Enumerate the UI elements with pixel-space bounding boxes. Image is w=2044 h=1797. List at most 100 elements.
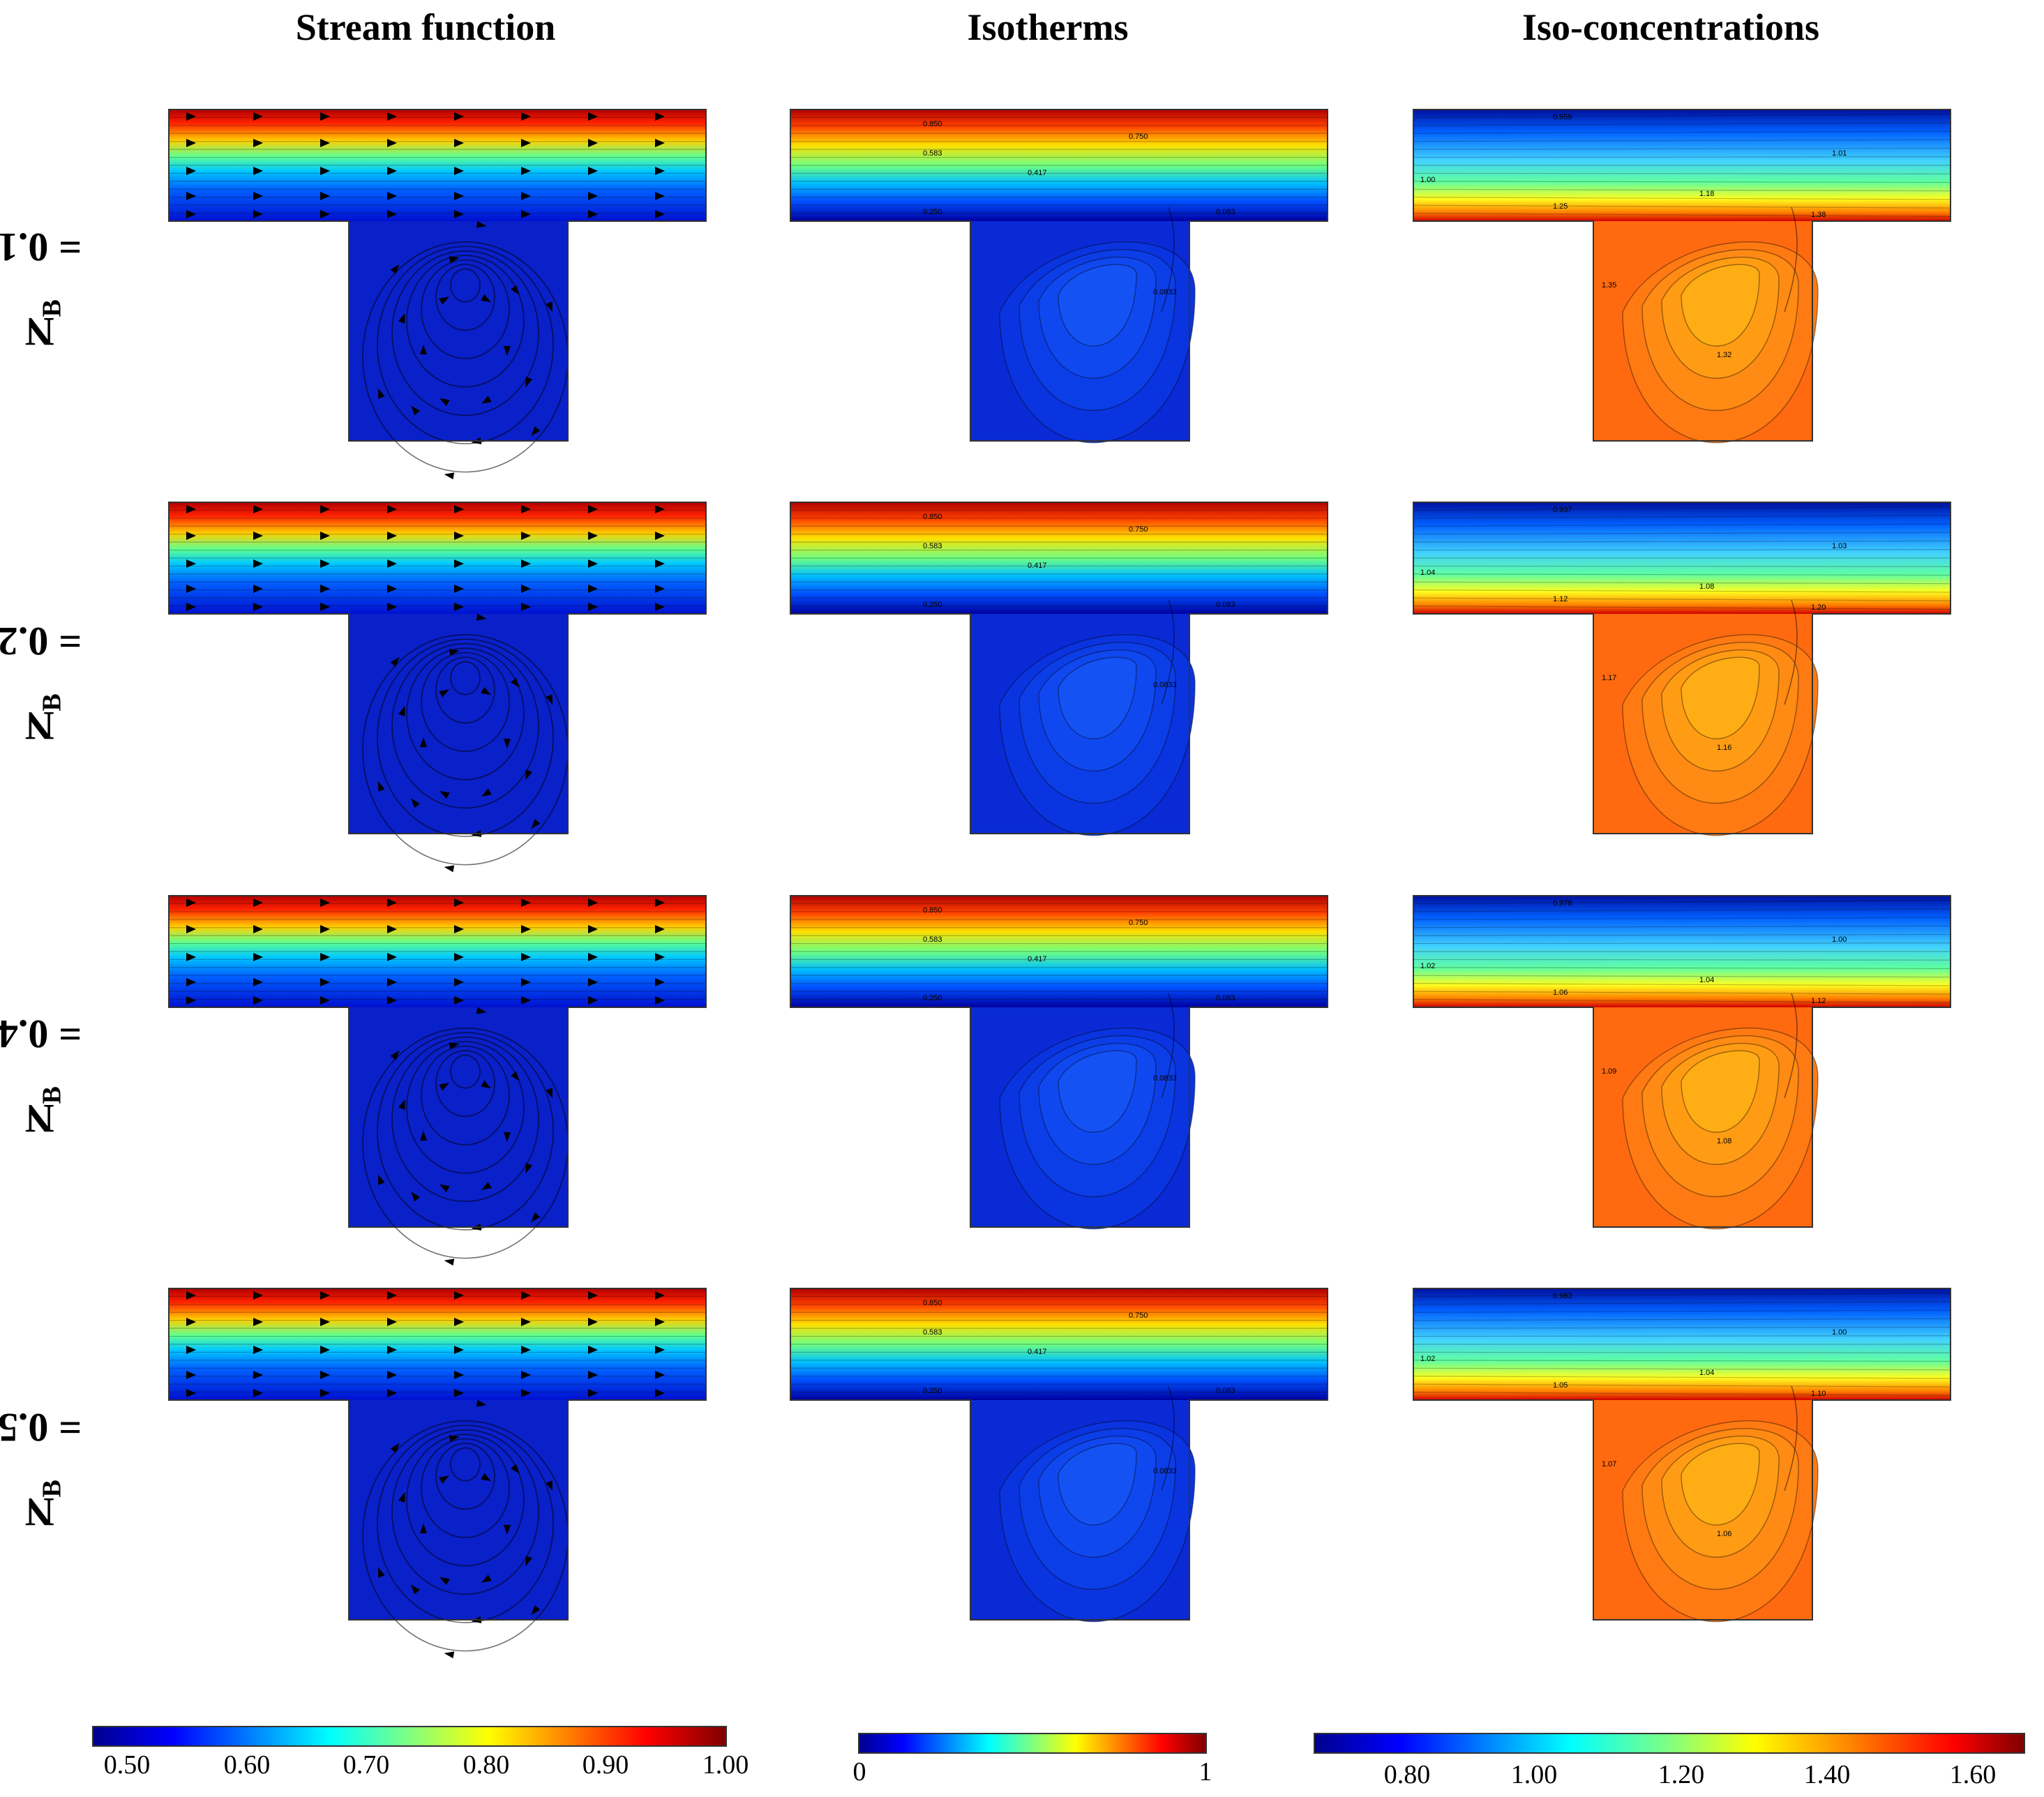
colorbar-stream-function: 0.50 0.60 0.70 0.80 0.90 1.00 — [92, 1726, 749, 1789]
streamline — [391, 1429, 539, 1595]
contour-line — [1413, 589, 1951, 593]
flow-arrow — [253, 585, 263, 593]
flow-arrow — [387, 1346, 397, 1354]
flow-arrow — [444, 1651, 455, 1659]
channel-region — [1413, 110, 1951, 221]
flow-arrow — [387, 112, 397, 121]
contour-value-label: 0.750 — [1129, 133, 1148, 141]
colorbar-tick: 0.70 — [343, 1750, 390, 1780]
contour-value-label: 0.250 — [923, 994, 942, 1002]
flow-arrow — [186, 1389, 196, 1397]
colorbar-tick: 1.00 — [1510, 1760, 1558, 1789]
contour-value-label: 0.0833 — [1153, 681, 1177, 689]
contour-line — [1413, 1309, 1951, 1313]
contour-value-label: 0.850 — [923, 906, 942, 915]
flow-arrow — [481, 1574, 492, 1583]
flow-arrow — [588, 585, 598, 593]
flow-arrow — [481, 1182, 492, 1190]
flow-arrow — [320, 139, 330, 147]
flow-arrow — [186, 953, 196, 961]
t-domain-outline — [1413, 1288, 1951, 1621]
contour-value-label: 0.417 — [1028, 562, 1047, 570]
contour-value-label: 1.17 — [1602, 674, 1616, 682]
flow-arrow — [588, 210, 598, 218]
flow-arrow — [387, 1371, 397, 1379]
flow-arrow — [655, 996, 665, 1005]
flow-arrow — [253, 1291, 263, 1300]
streamline — [421, 652, 510, 752]
flow-arrow — [655, 192, 665, 200]
flow-arrow — [521, 167, 531, 175]
flow-arrow — [454, 559, 464, 568]
flow-arrow — [454, 898, 464, 907]
flow-arrow — [454, 925, 464, 933]
row-label-nb-0-2: NB = 0.2 — [0, 618, 82, 749]
flow-arrow — [253, 139, 263, 147]
flow-arrow — [511, 677, 520, 688]
flow-arrow — [398, 313, 405, 324]
flow-arrow — [444, 865, 455, 873]
flow-arrow — [588, 1291, 598, 1300]
colorbar-tick: 1 — [1198, 1757, 1212, 1787]
flow-arrow — [521, 1371, 531, 1379]
contour-line — [1413, 156, 1951, 158]
flow-arrow — [320, 1389, 330, 1397]
flow-arrow — [320, 1318, 330, 1326]
flow-arrow — [439, 689, 449, 698]
flow-arrow — [387, 898, 397, 907]
contour-line — [1413, 917, 1951, 920]
flow-arrow — [588, 996, 598, 1005]
contour-value-label: 1.04 — [1420, 569, 1435, 577]
flow-arrow — [186, 1346, 196, 1354]
flow-arrow — [320, 559, 330, 568]
flow-arrow — [387, 1318, 397, 1326]
flow-arrow — [186, 1371, 196, 1379]
contour-value-label: 0.750 — [1129, 1311, 1148, 1320]
flow-arrow — [454, 978, 464, 986]
contour-value-label: 0.417 — [1028, 1348, 1047, 1356]
flow-arrow — [588, 532, 598, 540]
flow-arrow — [454, 532, 464, 540]
flow-arrow — [186, 603, 196, 611]
t-domain-outline — [168, 109, 707, 442]
channel-region — [1413, 1288, 1951, 1400]
flow-arrow — [253, 925, 263, 933]
contour-value-label: 1.08 — [1717, 1137, 1731, 1145]
flow-arrow — [454, 139, 464, 147]
flow-arrow — [411, 1584, 420, 1595]
flow-arrow — [449, 1435, 460, 1442]
streamline — [377, 1032, 554, 1231]
streamline — [450, 268, 481, 303]
colorbar-tick: 1.00 — [702, 1750, 749, 1780]
contour-value-label: 1.38 — [1811, 211, 1826, 219]
flow-arrow — [439, 1577, 450, 1586]
flow-arrow — [390, 1443, 400, 1453]
flow-arrow — [378, 1174, 385, 1185]
contour-line — [1413, 581, 1951, 585]
cavity-contour — [1681, 264, 1760, 347]
contour-line — [1413, 515, 1951, 519]
flow-arrow — [320, 532, 330, 540]
streamline — [406, 1434, 525, 1567]
flow-arrow — [525, 1556, 533, 1567]
flow-arrow — [253, 559, 263, 568]
stream-function-panel-row-3 — [168, 895, 707, 1266]
contour-line — [1413, 933, 1951, 936]
flow-arrow — [390, 264, 400, 274]
streamline — [406, 1041, 525, 1174]
contour-line — [1413, 991, 1951, 995]
flow-arrow — [454, 603, 464, 611]
flow-arrow — [387, 192, 397, 200]
streamline — [391, 1036, 539, 1203]
flow-arrow — [476, 1399, 487, 1407]
flow-arrow — [387, 978, 397, 986]
flow-arrow — [454, 505, 464, 513]
channel-region — [169, 502, 706, 614]
flow-arrow — [504, 1525, 511, 1535]
flow-arrow — [655, 978, 665, 986]
flow-arrow — [521, 925, 531, 933]
flow-arrow — [454, 953, 464, 961]
flow-arrow — [320, 996, 330, 1005]
flow-arrow — [387, 210, 397, 218]
iso-concentrations-panel-row-1: 0.959 1.01 1.00 1.18 1.25 1.38 1.35 1.32 — [1413, 109, 1951, 444]
